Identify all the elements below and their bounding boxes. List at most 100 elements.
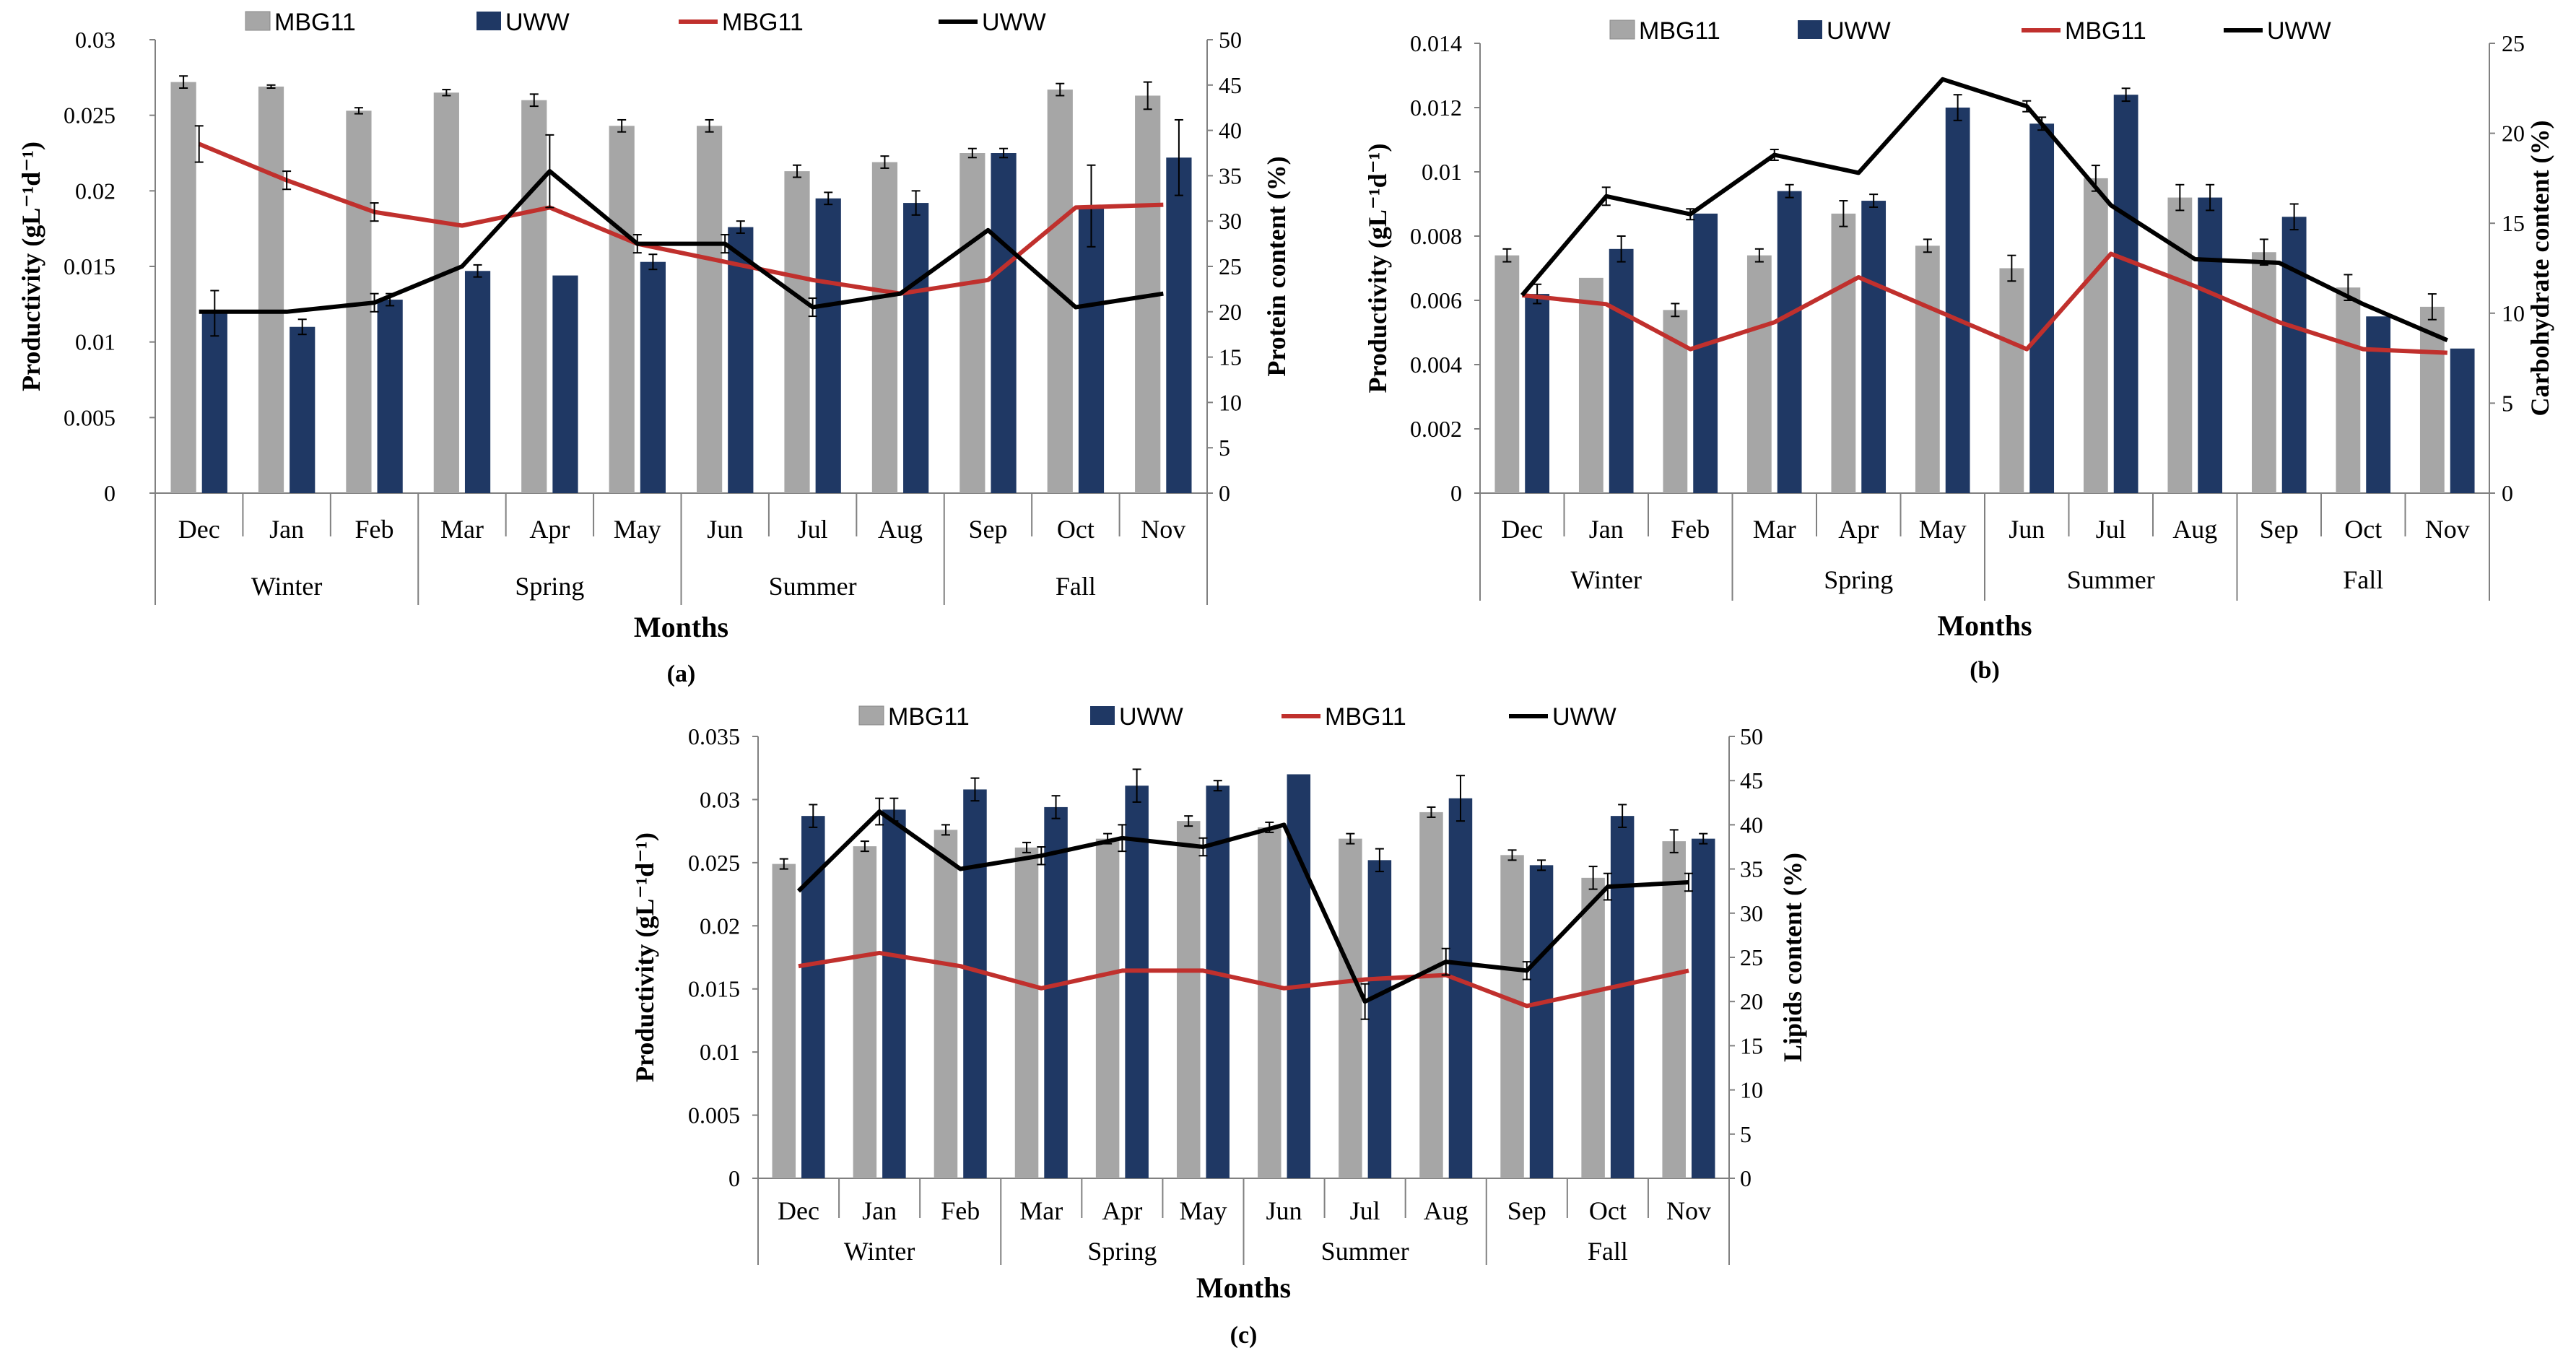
bar-uww [1166,157,1192,493]
line-uww [1520,77,2448,342]
bar-uww [1609,248,1634,493]
y2-tick-label: 15 [1219,344,1242,370]
legend-swatch-bar [1609,19,1635,40]
y-tick-label: 0.002 [1410,416,1462,442]
legend-label: UWW [505,9,570,36]
bar-mbg11 [960,153,985,493]
y-tick-label: 0.01 [1422,159,1462,185]
y2-axis-title: Protein content (%) [1262,156,1291,376]
y-axis-title: Productivity (gL⁻¹d⁻¹) [630,832,659,1082]
bar-uww [903,203,929,493]
x-tick-label: Jul [2096,515,2126,544]
bar-mbg11 [871,162,898,493]
line-uww [796,809,1689,1004]
x-tick-label: Apr [1838,515,1879,544]
x-tick-label: Feb [941,1196,980,1225]
bar-uww [2198,197,2223,493]
bar-mbg11 [1662,841,1686,1178]
legend-swatch-bar [858,705,884,726]
y-tick-label: 0.012 [1410,95,1462,121]
x-tick-label: Jan [1589,515,1624,544]
bar-uww [963,789,987,1178]
bar-uww [882,809,906,1178]
season-label: Winter [251,572,323,601]
y2-tick-label: 20 [1219,299,1242,325]
figure-caption: (b) [1970,657,2000,684]
y-tick-label: 0.02 [700,913,740,939]
season-label: Fall [1056,572,1096,601]
bar-uww [2281,217,2307,493]
x-tick-label: Nov [2425,515,2470,544]
bar-mbg11 [1339,838,1362,1178]
bar-mbg11 [2083,178,2108,493]
bar-mbg11 [609,126,635,493]
bar-uww [1525,294,1550,493]
line-mbg11 [198,142,1164,296]
y2-tick-label: 0 [1740,1165,1752,1191]
y-tick-label: 0.02 [75,178,116,204]
y2-axis-title: Lipids content (%) [1778,853,1807,1062]
y-tick-label: 0.035 [688,723,740,749]
figure-caption: (c) [1230,1322,1258,1349]
y2-tick-label: 25 [1740,944,1763,970]
y-axis-title: Productivity (gL⁻¹d⁻¹) [17,142,45,391]
y2-tick-label: 40 [1219,118,1242,144]
y2-tick-label: 45 [1219,72,1242,98]
y-tick-label: 0.015 [64,253,116,279]
legend-label: MBG11 [2065,17,2146,45]
y-tick-label: 0.014 [1410,30,1462,56]
x-tick-label: Feb [1671,515,1710,544]
x-axis-title: Months [1937,609,2032,642]
bar-mbg11 [853,846,877,1178]
x-tick-label: Jul [1350,1196,1380,1225]
y-tick-label: 0.008 [1410,223,1462,249]
legend-swatch-bar [477,12,501,30]
bar-uww [1448,798,1473,1178]
bar-mbg11 [934,830,958,1178]
bar-mbg11 [772,863,796,1178]
x-tick-label: Dec [778,1196,819,1225]
y2-tick-label: 30 [1219,208,1242,234]
season-label: Winter [844,1237,915,1266]
x-tick-label: Nov [1666,1196,1711,1225]
x-axis-title: Months [634,611,728,643]
x-tick-label: Sep [968,515,1007,544]
y2-tick-label: 25 [2502,30,2525,56]
season-label: Summer [1321,1237,1409,1266]
bar-uww [2450,348,2475,493]
bar-mbg11 [1578,277,1604,493]
x-tick-label: May [1179,1196,1227,1225]
bar-uww [1610,816,1635,1178]
line-mbg11 [798,950,1689,1009]
x-tick-label: Jun [1266,1196,1302,1225]
bar-uww [2029,123,2055,493]
bar-uww [552,275,578,493]
y2-tick-label: 15 [1740,1032,1763,1058]
y-tick-label: 0.005 [64,404,116,430]
bar-uww [1044,806,1068,1178]
x-tick-label: Jun [707,515,743,544]
y2-tick-label: 5 [2502,390,2513,416]
bar-uww [2113,95,2138,493]
x-tick-label: Sep [1507,1196,1546,1225]
chart-c: 0 0.005 0.01 0.015 0.02 0.025 0.03 0.035 0 5 10 15 2… [630,703,1807,1349]
x-tick-label: Mar [440,515,484,544]
bar-mbg11 [1176,821,1201,1178]
bar-mbg11 [784,171,810,493]
season-label: Spring [515,572,584,601]
legend-swatch-bar [1090,706,1115,725]
y2-tick-label: 10 [1219,389,1242,415]
y-tick-label: 0.004 [1410,352,1462,378]
bar-mbg11 [1095,838,1120,1178]
x-tick-label: Feb [355,515,394,544]
bar-mbg11 [170,82,196,493]
x-tick-label: Mar [1019,1196,1063,1225]
bar-uww [1945,108,1970,493]
season-label: Summer [2067,565,2155,594]
legend-swatch-bar [1798,20,1822,39]
x-tick-label: Sep [2260,515,2299,544]
bar-mbg11 [521,100,547,493]
y2-tick-label: 5 [1740,1121,1752,1147]
x-tick-label: Aug [878,515,923,544]
